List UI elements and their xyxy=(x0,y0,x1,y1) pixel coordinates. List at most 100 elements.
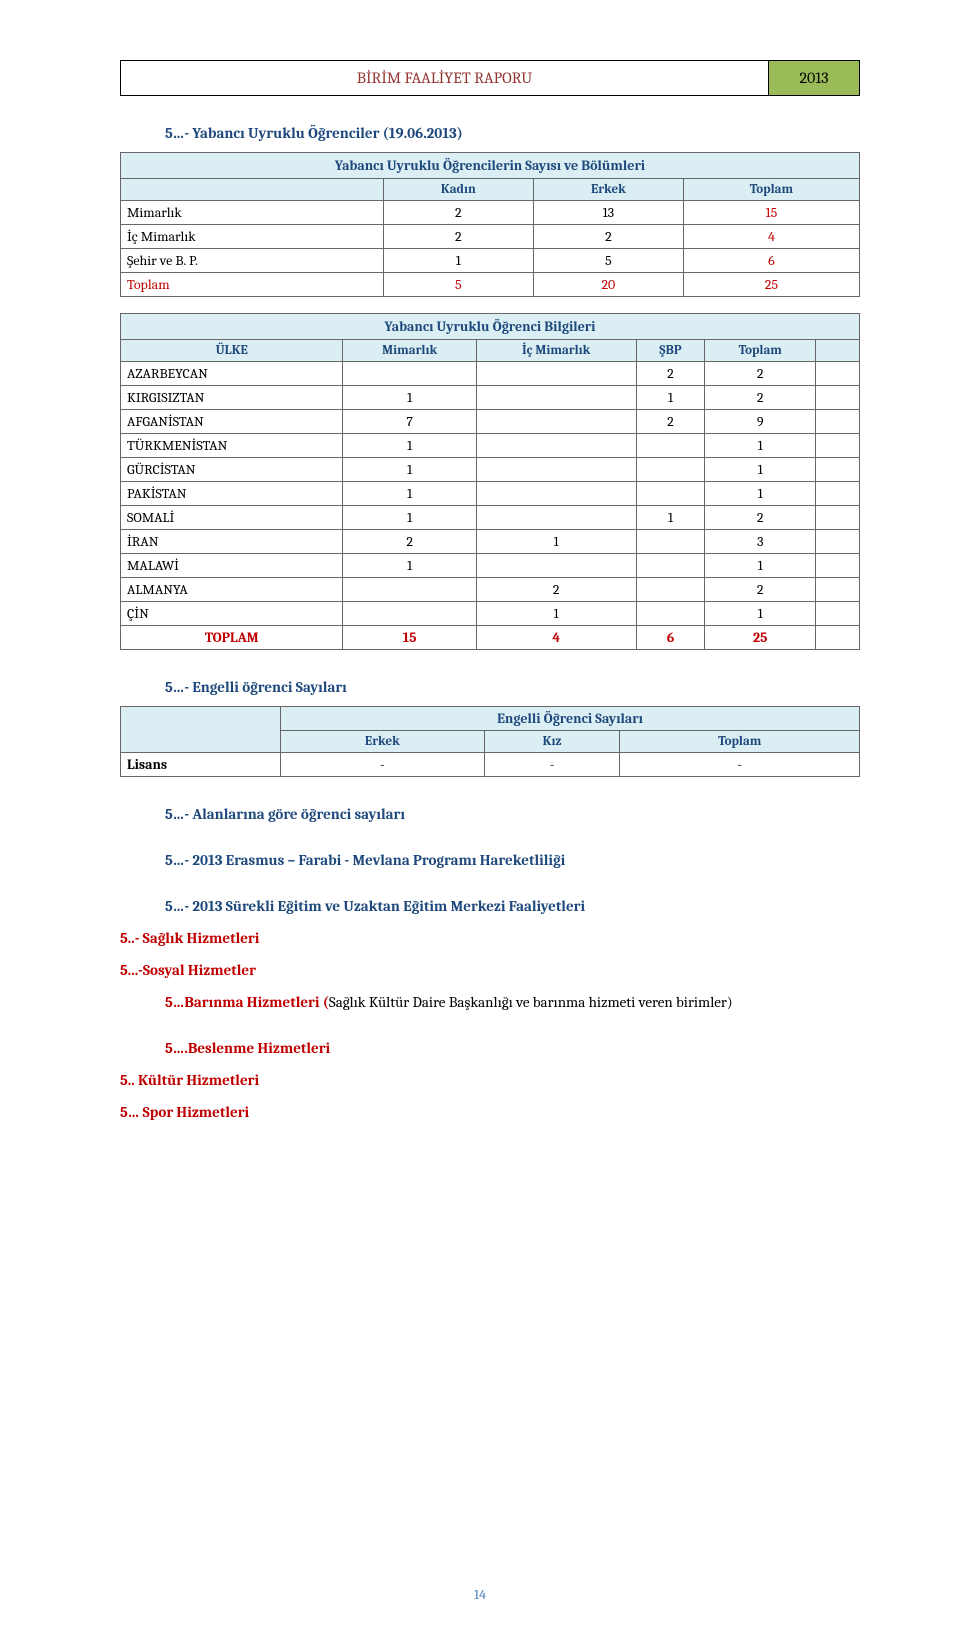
cell xyxy=(476,482,636,506)
section-heading-erasmus: 5…- 2013 Erasmus – Farabi - Mevlana Prog… xyxy=(165,851,860,869)
table-row: İç Mimarlık 2 2 4 xyxy=(121,225,860,249)
cell xyxy=(816,458,860,482)
cell-label: SOMALİ xyxy=(121,506,343,530)
cell-label: Toplam xyxy=(121,273,384,297)
cell: 6 xyxy=(683,249,859,273)
cell: 7 xyxy=(343,410,476,434)
cell-label: ALMANYA xyxy=(121,578,343,602)
table-row: ÇİN11 xyxy=(121,602,860,626)
cell-label: Lisans xyxy=(121,753,281,777)
cell-label: KIRGISIZTAN xyxy=(121,386,343,410)
cell xyxy=(816,482,860,506)
cell: 5 xyxy=(533,249,683,273)
cell-label: GÜRCİSTAN xyxy=(121,458,343,482)
section-heading-continuing-ed: 5…- 2013 Sürekli Eğitim ve Uzaktan Eğiti… xyxy=(165,897,860,915)
cell-label: Mimarlık xyxy=(121,201,384,225)
cell: - xyxy=(620,753,860,777)
table-row: TÜRKMENİSTAN11 xyxy=(121,434,860,458)
cell xyxy=(816,434,860,458)
cell xyxy=(636,482,705,506)
cell: 1 xyxy=(705,482,816,506)
housing-bold: 5…Barınma Hizmetleri ( xyxy=(165,993,329,1011)
cell: 6 xyxy=(636,626,705,650)
cell: 2 xyxy=(383,201,533,225)
cell: 13 xyxy=(533,201,683,225)
table1-h3: Toplam xyxy=(683,179,859,201)
table-row: Şehir ve B. P. 1 5 6 xyxy=(121,249,860,273)
table2-h4: Toplam xyxy=(705,340,816,362)
cell xyxy=(343,602,476,626)
cell xyxy=(343,362,476,386)
table2-h2: İç Mimarlık xyxy=(476,340,636,362)
table2-h3: ŞBP xyxy=(636,340,705,362)
cell: 2 xyxy=(533,225,683,249)
cell: 9 xyxy=(705,410,816,434)
section-heading-culture: 5.. Kültür Hizmetleri xyxy=(120,1071,860,1089)
table-disabled-students: Engelli Öğrenci Sayıları Erkek Kız Topla… xyxy=(120,706,860,777)
cell: 1 xyxy=(343,482,476,506)
table1-h2: Erkek xyxy=(533,179,683,201)
cell-label: İRAN xyxy=(121,530,343,554)
table3-h3: Toplam xyxy=(620,731,860,753)
cell: 15 xyxy=(343,626,476,650)
table1-h1: Kadın xyxy=(383,179,533,201)
cell-label: TOPLAM xyxy=(121,626,343,650)
cell xyxy=(816,554,860,578)
cell xyxy=(636,530,705,554)
table1-blank-hdr xyxy=(121,179,384,201)
cell xyxy=(476,434,636,458)
cell-label: MALAWİ xyxy=(121,554,343,578)
table1-title: Yabancı Uyruklu Öğrencilerin Sayısı ve B… xyxy=(121,153,860,179)
cell: 1 xyxy=(636,506,705,530)
cell xyxy=(816,506,860,530)
table2-h0: ÜLKE xyxy=(121,340,343,362)
cell: 1 xyxy=(343,386,476,410)
cell: 1 xyxy=(343,506,476,530)
table-row: İRAN213 xyxy=(121,530,860,554)
table-row: AZARBEYCAN22 xyxy=(121,362,860,386)
cell: 1 xyxy=(383,249,533,273)
section-heading-by-field: 5…- Alanlarına göre öğrenci sayıları xyxy=(165,805,860,823)
cell-label: Şehir ve B. P. xyxy=(121,249,384,273)
cell xyxy=(636,578,705,602)
cell: 1 xyxy=(476,530,636,554)
cell xyxy=(636,554,705,578)
cell xyxy=(476,410,636,434)
table-row: AFGANİSTAN729 xyxy=(121,410,860,434)
table3-blank-hdr xyxy=(121,707,281,753)
cell: 2 xyxy=(383,225,533,249)
cell-label: TÜRKMENİSTAN xyxy=(121,434,343,458)
cell: 2 xyxy=(705,506,816,530)
cell: 2 xyxy=(636,410,705,434)
table2-title: Yabancı Uyruklu Öğrenci Bilgileri xyxy=(121,314,860,340)
cell xyxy=(343,578,476,602)
section-heading-foreign-students: 5…- Yabancı Uyruklu Öğrenciler (19.06.20… xyxy=(165,124,860,142)
cell: 3 xyxy=(705,530,816,554)
cell xyxy=(476,554,636,578)
cell: 25 xyxy=(705,626,816,650)
table2-h1: Mimarlık xyxy=(343,340,476,362)
cell: 1 xyxy=(343,434,476,458)
cell-label: AZARBEYCAN xyxy=(121,362,343,386)
cell xyxy=(816,578,860,602)
table3-title: Engelli Öğrenci Sayıları xyxy=(281,707,860,731)
cell xyxy=(476,362,636,386)
cell: - xyxy=(281,753,485,777)
cell: 2 xyxy=(705,386,816,410)
table-row: Lisans - - - xyxy=(121,753,860,777)
section-heading-disabled-students: 5…- Engelli öğrenci Sayıları xyxy=(165,678,860,696)
cell-label: İç Mimarlık xyxy=(121,225,384,249)
cell xyxy=(476,458,636,482)
cell xyxy=(816,530,860,554)
cell: 25 xyxy=(683,273,859,297)
cell xyxy=(476,506,636,530)
section-heading-social-services: 5...-Sosyal Hizmetler xyxy=(120,961,860,979)
cell: 1 xyxy=(705,434,816,458)
cell: 1 xyxy=(343,554,476,578)
cell xyxy=(636,458,705,482)
cell: 2 xyxy=(705,578,816,602)
cell: 1 xyxy=(636,386,705,410)
table3-h1: Erkek xyxy=(281,731,485,753)
cell xyxy=(816,386,860,410)
cell xyxy=(476,386,636,410)
